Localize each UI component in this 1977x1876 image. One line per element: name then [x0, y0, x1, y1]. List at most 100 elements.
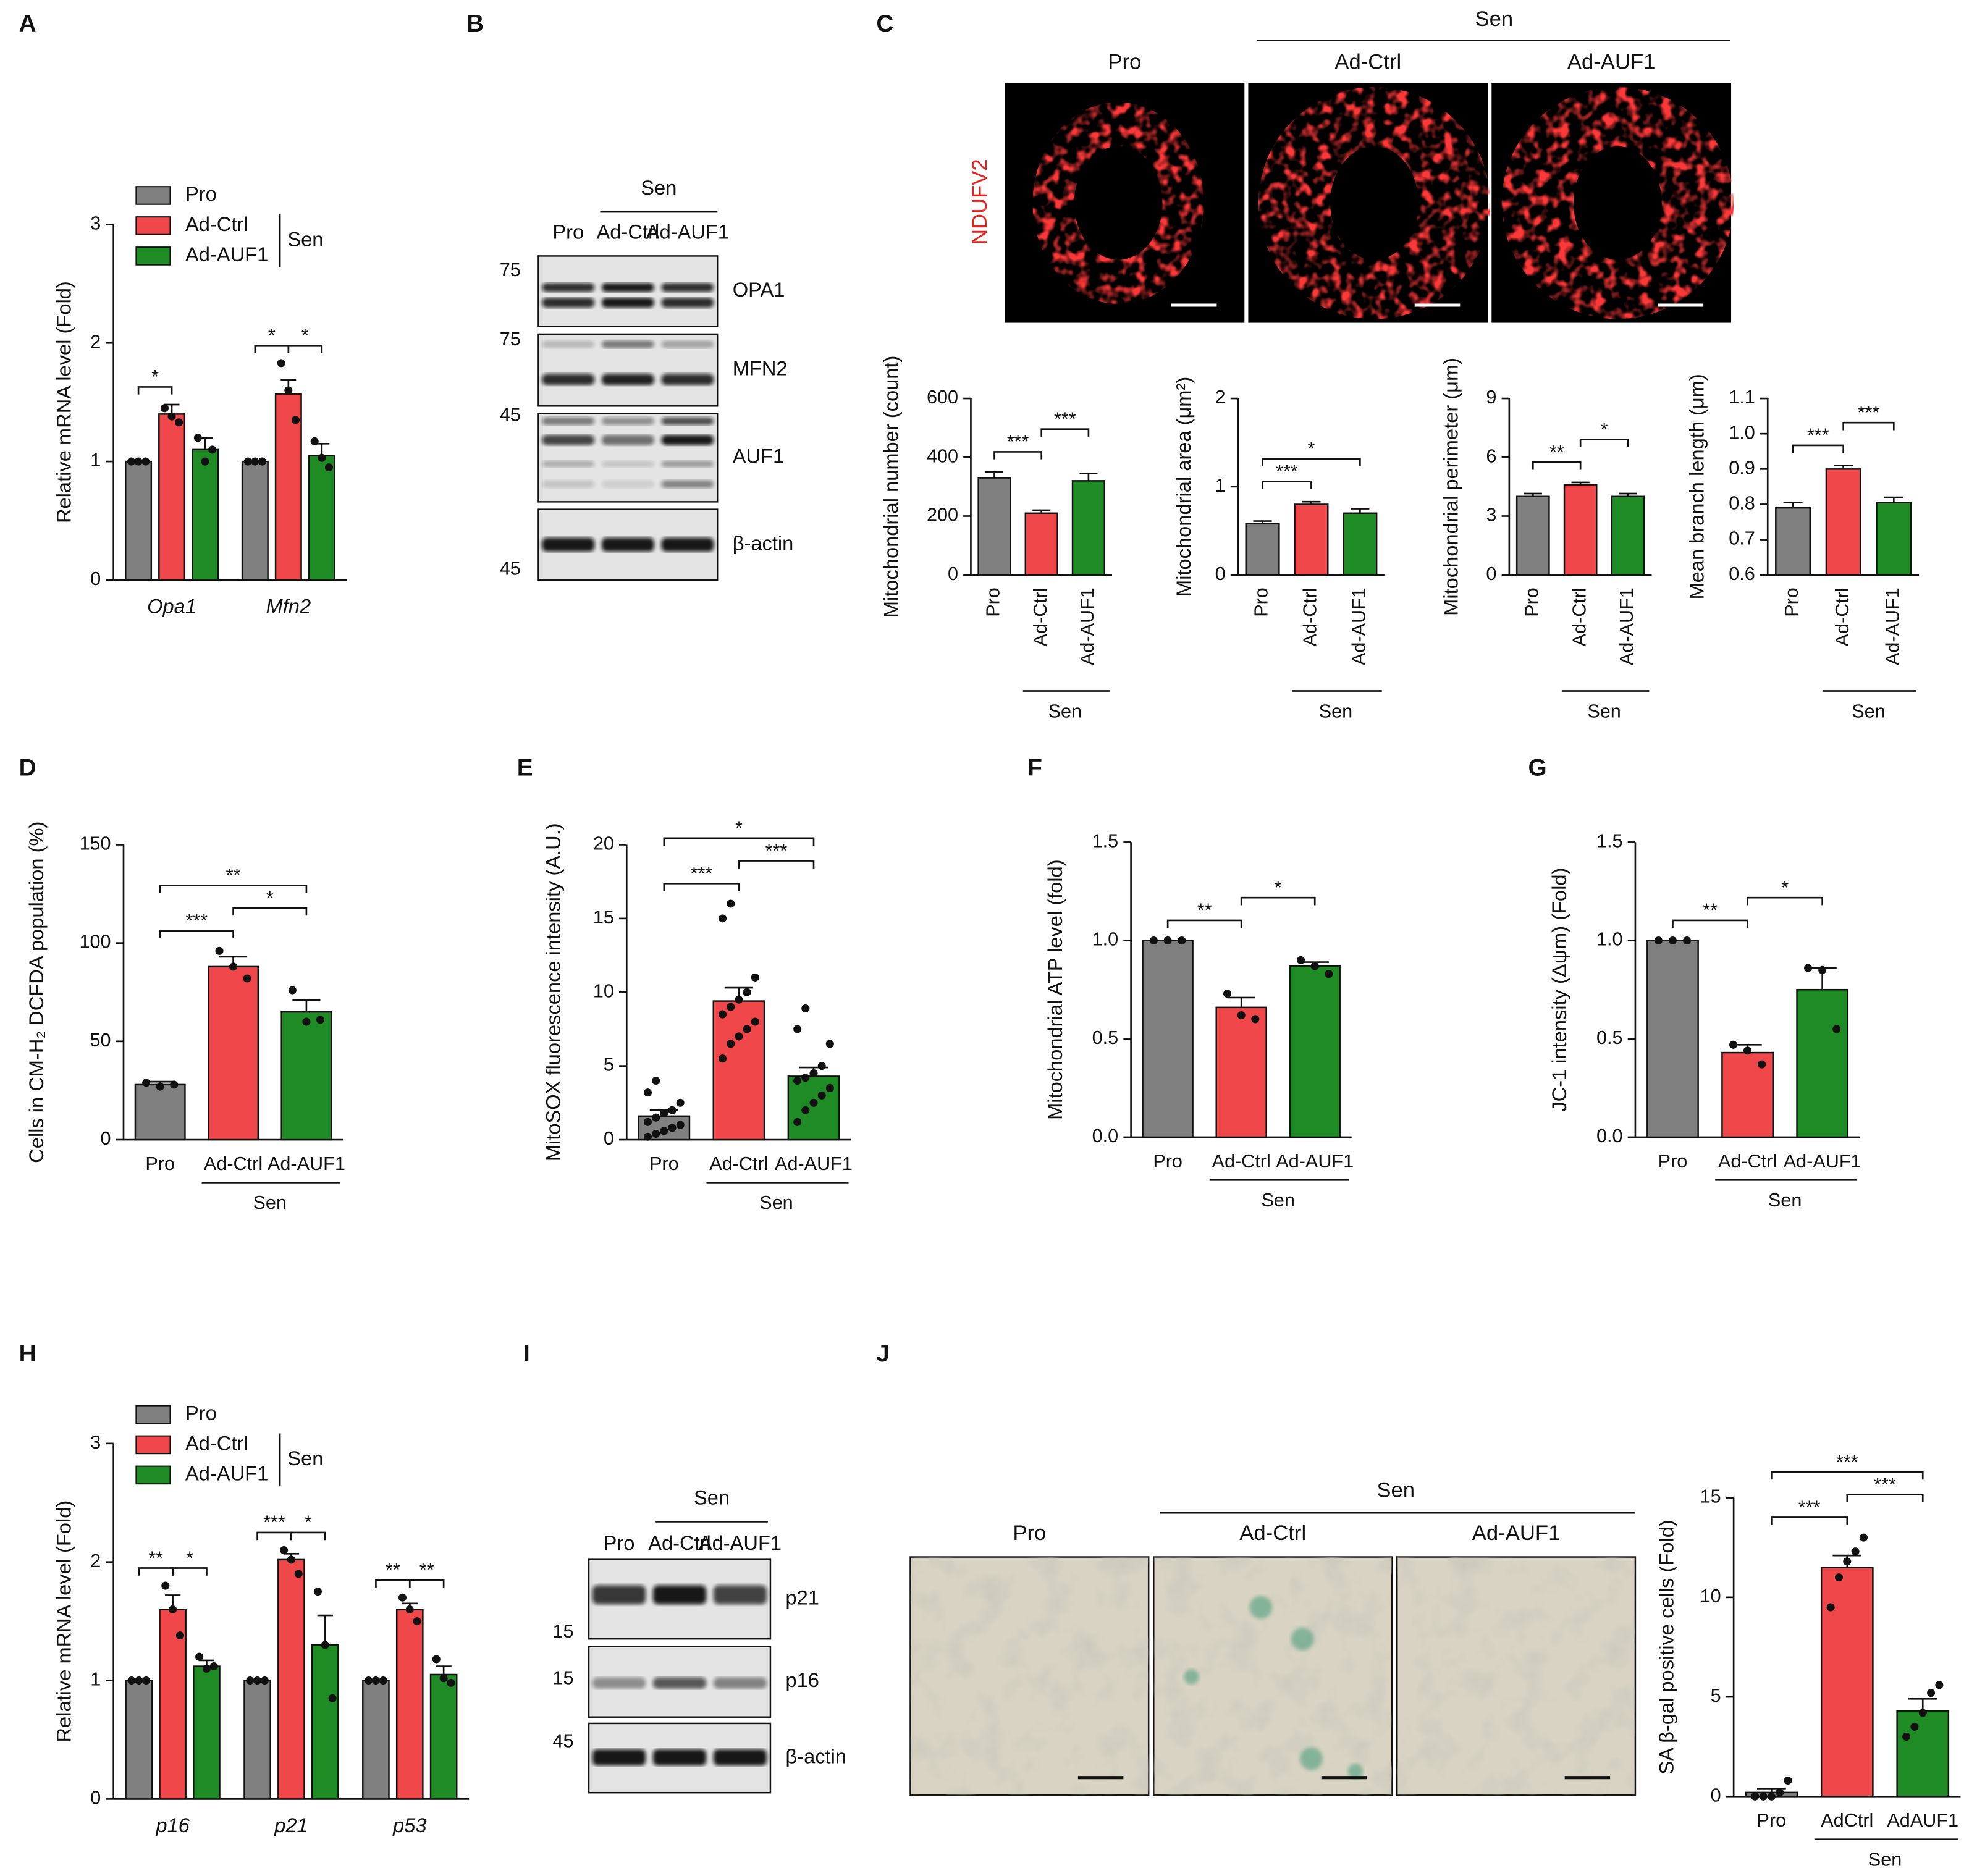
bar	[208, 965, 259, 1141]
data-point	[751, 973, 759, 982]
mitochondria-signal	[1258, 86, 1491, 319]
significance-label: *	[1275, 877, 1282, 898]
blot-band	[542, 340, 595, 348]
legend-swatch	[135, 1465, 171, 1485]
x-tick-label: Ad-Ctrl	[709, 1153, 768, 1174]
significance-label: ***	[263, 1512, 285, 1533]
data-point	[251, 457, 259, 466]
panel-letter: J	[876, 1340, 890, 1367]
data-point	[134, 457, 143, 466]
significance-bracket	[1771, 1516, 1848, 1525]
blot-band	[661, 340, 714, 348]
data-point	[817, 1091, 826, 1100]
x-tick-label: Ad-AUF1	[268, 1153, 345, 1174]
x-tick-label: AdAUF1	[1887, 1810, 1958, 1831]
blot-band	[661, 537, 714, 552]
data-point	[643, 1088, 652, 1097]
blot-band	[601, 283, 654, 292]
data-point	[809, 1098, 818, 1107]
bar	[280, 1011, 332, 1141]
protein-label: β-actin	[733, 531, 794, 554]
lane-label: Ad-Ctrl	[648, 1531, 711, 1554]
group-label: Sen	[253, 1192, 287, 1213]
group-label: Sen	[1261, 1190, 1294, 1211]
data-point	[1758, 1060, 1766, 1069]
data-point	[1804, 964, 1813, 972]
data-point	[727, 1040, 735, 1048]
data-point	[1818, 965, 1827, 974]
y-tick-label: 0.8	[1729, 493, 1755, 514]
data-point	[735, 995, 743, 1004]
data-point	[1759, 1792, 1768, 1801]
image-label: Pro	[1108, 50, 1141, 74]
significance-bracket	[1532, 461, 1582, 470]
y-tick-label: 10	[593, 980, 614, 1001]
significance-bracket	[1240, 896, 1316, 906]
y-tick-label: 2	[90, 331, 101, 352]
significance-label: ***	[185, 911, 208, 932]
data-point	[1851, 1547, 1860, 1556]
data-point	[1776, 1788, 1784, 1797]
data-point	[676, 1098, 685, 1107]
data-point	[175, 1631, 184, 1640]
data-point	[1843, 1557, 1852, 1566]
protein-label: MFN2	[733, 357, 788, 380]
data-point	[260, 1676, 269, 1685]
data-point	[161, 1581, 170, 1590]
bar	[125, 460, 153, 581]
blot-band	[592, 1585, 646, 1605]
data-point	[1859, 1533, 1868, 1542]
x-tick-label: p21	[274, 1814, 308, 1836]
data-point	[1826, 1603, 1835, 1612]
blot-band	[652, 1677, 707, 1689]
x-tick-label: Ad-Ctrl	[1212, 1151, 1271, 1172]
data-point	[743, 988, 751, 996]
x-tick-label: Ad-AUF1	[1276, 1151, 1354, 1172]
data-point	[1918, 1709, 1927, 1717]
data-point	[1767, 1792, 1776, 1801]
panel-letter: I	[523, 1340, 530, 1367]
protein-label: β-actin	[785, 1745, 846, 1768]
significance-label: *	[305, 1512, 312, 1533]
data-point	[169, 1605, 177, 1613]
significance-bracket	[1842, 421, 1895, 431]
significance-bracket	[159, 884, 308, 893]
y-tick-label: 0.5	[1596, 1027, 1623, 1048]
significance-bracket	[1846, 1494, 1924, 1502]
y-axis-title: Relative mRNA level (Fold)	[53, 1500, 75, 1743]
bar	[1245, 523, 1280, 576]
blot-band	[661, 374, 714, 385]
blot-band	[601, 461, 654, 468]
data-point	[1832, 1025, 1841, 1033]
blot-band	[661, 461, 714, 468]
x-tick-label: Opa1	[147, 594, 196, 617]
panel-letter: C	[876, 11, 893, 37]
y-tick-label: 1.1	[1729, 387, 1755, 408]
bar	[308, 455, 335, 581]
data-point	[291, 416, 300, 424]
data-point	[1149, 936, 1158, 945]
data-point	[313, 1588, 322, 1596]
bar	[1294, 503, 1329, 576]
data-point	[1927, 1689, 1936, 1697]
legend-swatch	[135, 216, 171, 235]
y-axis-title: Mitochondrial ATP level (fold)	[1043, 859, 1066, 1120]
image-label: Ad-Ctrl	[1239, 1521, 1306, 1545]
y-tick-label: 1.5	[1092, 830, 1119, 851]
data-point	[201, 457, 209, 466]
y-tick-label: 15	[593, 907, 614, 928]
data-point	[1668, 936, 1677, 945]
data-point	[1834, 1573, 1844, 1582]
data-point	[324, 463, 333, 472]
legend-group-label: Sen	[287, 228, 323, 251]
legend-swatch	[135, 246, 171, 266]
panel-letter: F	[1027, 754, 1042, 781]
data-point	[801, 1074, 810, 1082]
data-point	[277, 359, 285, 368]
group-label: Sen	[1868, 1849, 1902, 1870]
blot-band	[542, 435, 595, 445]
cell-texture	[910, 1557, 1149, 1796]
data-point	[170, 1080, 179, 1089]
y-tick-label: 100	[80, 932, 111, 953]
